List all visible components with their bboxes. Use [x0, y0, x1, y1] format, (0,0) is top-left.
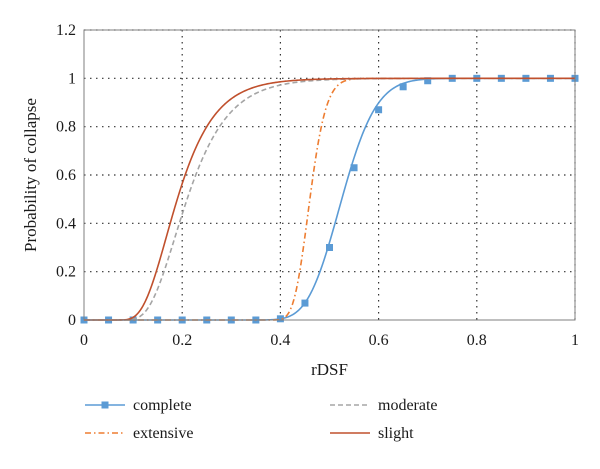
axes-layer: 0 0.2 0.4 0.6 0.8 1 0 0.2 0.4 0.6 0.8 1 1.2: [56, 22, 579, 349]
legend-marker-complete: [101, 401, 109, 409]
y-tick-label-1: 0.2: [56, 264, 76, 281]
plot-frame: [83, 29, 576, 321]
x-tick-label-1: 0.2: [172, 332, 192, 349]
legend: complete extensive moderate slight: [85, 397, 438, 442]
legend-item-slight: slight: [330, 425, 414, 442]
legend-label-extensive: extensive: [133, 425, 193, 442]
x-tick-label-2: 0.4: [270, 332, 290, 349]
series-line-extensive: [84, 77, 575, 321]
legend-item-moderate: moderate: [330, 397, 438, 414]
data-point-complete-10: [326, 244, 333, 251]
series-moderate: [84, 77, 575, 321]
y-axis-title: Probability of collapse: [21, 98, 40, 252]
series-line-slight: [84, 77, 575, 321]
series-layer: [80, 74, 579, 324]
y-tick-label-4: 0.8: [56, 119, 76, 136]
series-complete: [80, 74, 579, 324]
series-slight: [84, 77, 575, 321]
legend-item-extensive: extensive: [85, 425, 193, 442]
legend-label-slight: slight: [378, 425, 414, 442]
data-point-complete-11: [350, 164, 358, 172]
data-point-complete-14: [424, 77, 432, 85]
grid: [84, 29, 576, 320]
x-tick-label-3: 0.6: [369, 332, 389, 349]
data-point-complete-9: [301, 299, 309, 307]
data-point-complete-13: [399, 83, 407, 91]
x-tick-label-4: 0.8: [467, 332, 487, 349]
legend-item-complete: complete: [85, 397, 192, 414]
legend-label-moderate: moderate: [378, 397, 438, 414]
y-tick-label-6: 1.2: [56, 22, 76, 39]
x-axis-title: rDSF: [311, 360, 348, 379]
x-tick-label-0: 0: [80, 332, 88, 349]
y-tick-label-3: 0.6: [56, 167, 76, 184]
series-line-moderate: [84, 77, 575, 321]
x-tick-label-5: 1: [571, 332, 579, 349]
series-line-complete: [84, 77, 575, 321]
data-point-complete-12: [375, 106, 383, 114]
y-tick-label-0: 0: [68, 312, 76, 329]
series-extensive: [84, 77, 575, 321]
y-tick-label-2: 0.4: [56, 215, 76, 232]
y-tick-label-5: 1: [68, 70, 76, 87]
legend-label-complete: complete: [133, 397, 192, 414]
data-point-complete-8: [276, 315, 284, 323]
